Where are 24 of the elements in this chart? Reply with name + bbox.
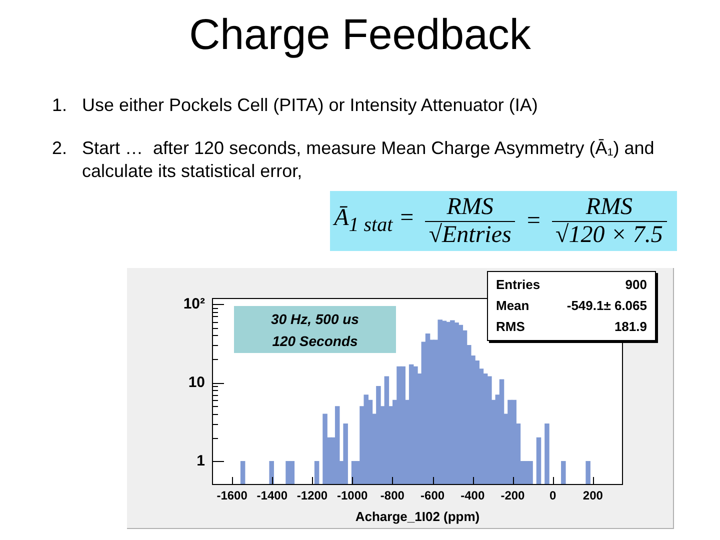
y-tick-label: 1: [196, 452, 205, 470]
x-tick-label: -400: [460, 488, 485, 503]
text: Entries: [496, 277, 540, 292]
x-tick-label: 0: [549, 488, 556, 503]
x-tick-label: -800: [380, 488, 405, 503]
annotation: -549.1± 6.065: [566, 297, 647, 315]
x-tick-label: -200: [500, 488, 526, 503]
y-tick-label: 10: [188, 374, 205, 391]
x-tick-label: -1600: [216, 488, 248, 503]
note-box: 30 Hz, 500 us 120 Seconds: [234, 306, 396, 353]
x-tick-label: -1400: [256, 488, 288, 503]
annotation: Mean: [496, 297, 530, 315]
x-tick-label: -600: [420, 488, 445, 503]
x-tick-label: 200: [582, 488, 604, 503]
annotation: RMS: [496, 318, 525, 336]
x-tick-label: -1000: [336, 488, 368, 503]
x-axis-title: Acharge_1I02 (ppm): [355, 508, 480, 524]
chart-title: Charge Feedback: [188, 10, 532, 61]
text: 2. Start … after 120 seconds, measure Mean Charge Asymmetry (Ā₁) and calculate its statistical error,: [52, 137, 656, 183]
text: 900: [625, 277, 647, 292]
annotation: 181.9: [614, 318, 647, 336]
y-tick-label: 10²: [183, 295, 205, 312]
text: 1. Use either Pockels Cell (PITA) or Intensity Attenuator (IA): [52, 94, 539, 117]
x-tick-label: -1200: [296, 488, 328, 503]
